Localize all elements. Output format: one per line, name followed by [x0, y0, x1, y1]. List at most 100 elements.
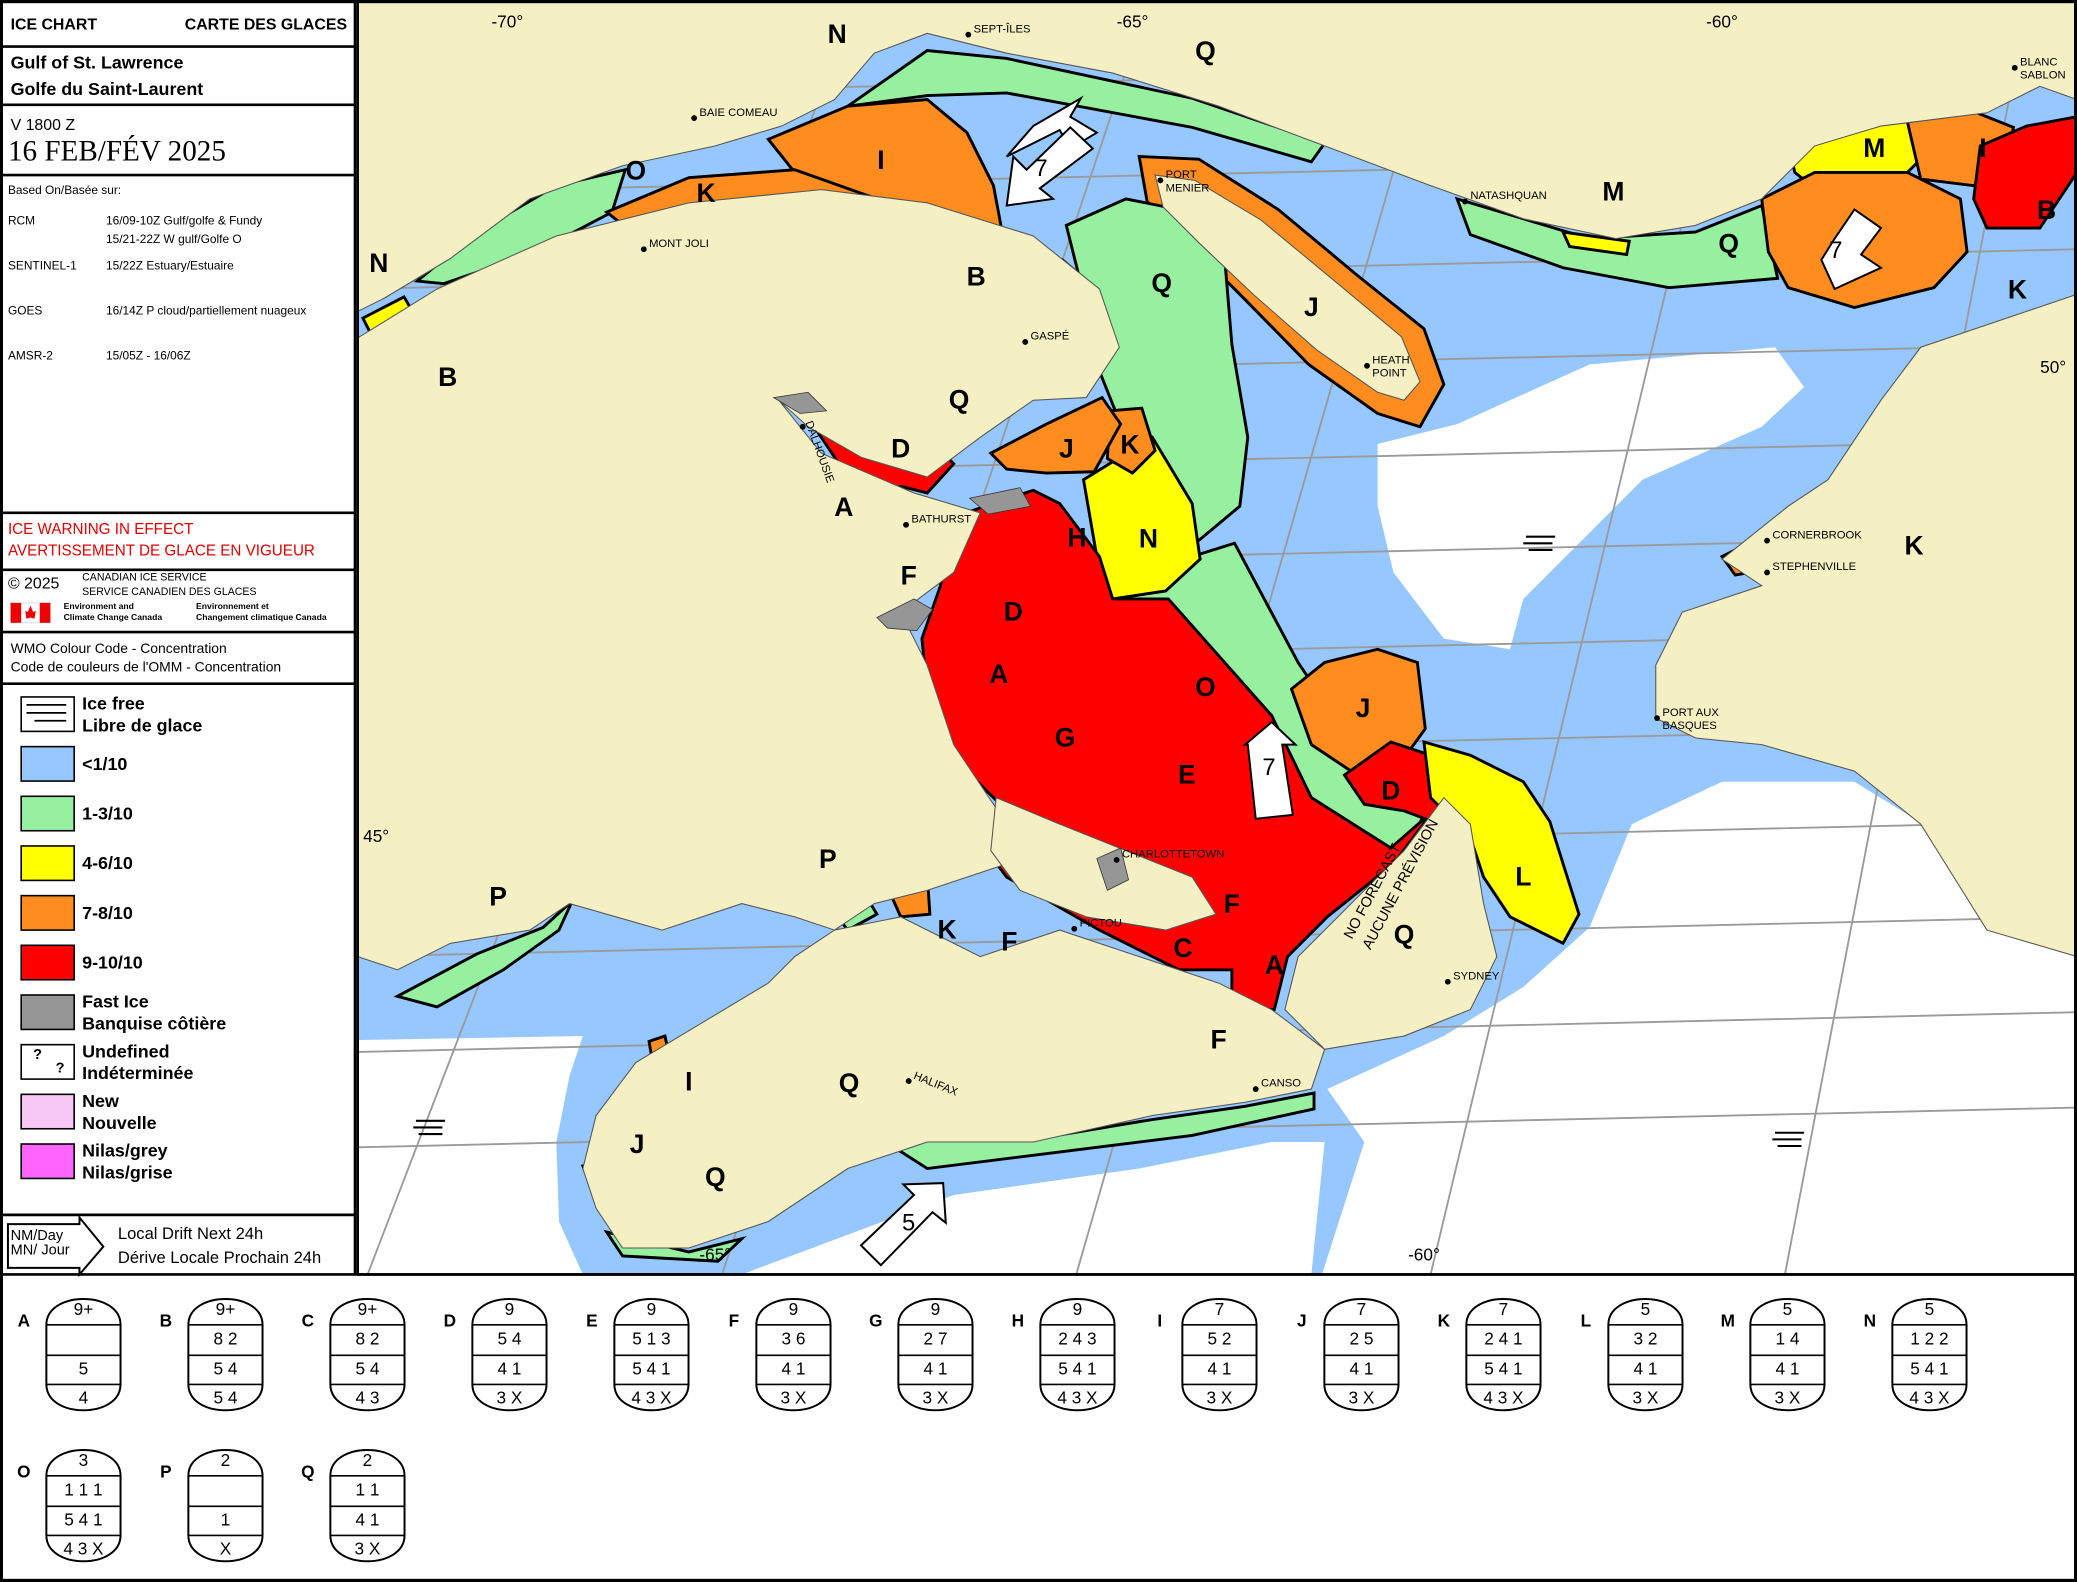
legend-label: Ice free	[82, 694, 145, 714]
place-dot	[640, 246, 647, 253]
egg-id: D	[444, 1311, 456, 1331]
ice-area-label: Q	[705, 1162, 726, 1192]
source-detail: 16/14Z P cloud/partiellement nuageux	[106, 304, 306, 318]
legend-label: Fast Ice	[82, 992, 149, 1012]
header-right: CARTE DES GLACES	[185, 17, 347, 34]
ice-areas	[360, 49, 2077, 1263]
egg-id: J	[1297, 1311, 1307, 1331]
egg-value: 3	[79, 1450, 89, 1470]
legend-label: Nilas/grey	[82, 1141, 168, 1161]
place-dot	[1654, 715, 1661, 722]
drift-legend-arrow	[6, 1214, 105, 1278]
ice-area-label: P	[489, 881, 507, 911]
egg-value: 2 7	[923, 1329, 947, 1349]
ice-area-label: F	[901, 561, 917, 591]
egg-value: 2 5	[1349, 1329, 1373, 1349]
ice-area-label: H	[1067, 522, 1086, 552]
egg-id: B	[160, 1311, 172, 1331]
legend-swatch	[20, 1043, 75, 1080]
panel-dividers	[0, 0, 2077, 1276]
graticule-label: -65°	[699, 1244, 731, 1264]
place-dot	[1113, 856, 1120, 863]
ice-area-label: I	[877, 145, 884, 175]
egg-value: 4 1	[497, 1358, 521, 1378]
egg-value: 5 4 1	[632, 1358, 670, 1378]
place-name: BASQUES	[1662, 720, 1716, 732]
egg-value: 8 2	[213, 1329, 237, 1349]
ice-area-label: A	[834, 492, 853, 522]
egg-value: 3 6	[781, 1329, 805, 1349]
ice-area-label: E	[1178, 759, 1196, 789]
egg-value: 4 1	[1349, 1358, 1373, 1378]
egg-value: 3 X	[923, 1388, 949, 1408]
ice-area-label: L	[1515, 861, 1531, 891]
ice-area-label: M	[1602, 177, 1624, 207]
place-dot	[691, 115, 698, 122]
egg-value: 4 3 X	[1909, 1388, 1950, 1408]
place-name: SABLON	[2020, 70, 2066, 82]
legend-label: Nilas/grise	[82, 1163, 172, 1183]
place-name: PICTOU	[1080, 917, 1122, 929]
ice-area-label: O	[1195, 672, 1216, 702]
egg-value: 7	[1499, 1299, 1509, 1319]
place-name: CANSO	[1261, 1078, 1301, 1090]
department-en: Environment and	[64, 601, 134, 611]
department-fr: Changement climatique Canada	[196, 612, 327, 622]
place-name: PORT AUX	[1662, 707, 1719, 719]
ice-area-label: C	[1173, 933, 1192, 963]
place-name: BLANC	[2020, 56, 2058, 68]
ice-area-label: J	[1059, 434, 1074, 464]
place-dot	[905, 1078, 912, 1085]
egg-value: 5 4	[213, 1358, 237, 1378]
legend-label: 4-6/10	[82, 853, 133, 873]
valid-time: V 1800 Z	[11, 117, 76, 134]
egg-value: 4 1	[355, 1509, 379, 1529]
ice-area-label: Q	[1394, 920, 1415, 950]
egg-value: 9	[505, 1299, 515, 1319]
egg-value: 4 1	[1207, 1358, 1231, 1378]
place-name: SYDNEY	[1453, 970, 1500, 982]
legend-swatch	[20, 745, 75, 782]
egg-value: X	[220, 1539, 232, 1559]
ice-area-label: K	[938, 914, 957, 944]
place-name: STEPHENVILLE	[1772, 561, 1856, 573]
egg-value: 5	[79, 1358, 89, 1378]
egg-id: O	[17, 1462, 30, 1482]
egg-id: A	[18, 1311, 30, 1331]
egg-id: G	[869, 1311, 882, 1331]
ice-warning: AVERTISSEMENT DE GLACE EN VIGUEUR	[8, 542, 315, 559]
ice-area-label: Q	[1151, 268, 1172, 298]
ice-area-label: K	[2008, 275, 2027, 305]
egg-value: 5	[1783, 1299, 1793, 1319]
legend-label: <1/10	[82, 754, 127, 774]
ice-area-label: A	[1265, 950, 1284, 980]
egg-value: 3 X	[355, 1539, 381, 1559]
drift-speed: 7	[1262, 754, 1275, 781]
ice-warning: ICE WARNING IN EFFECT	[8, 521, 193, 538]
ice-area-label: N	[369, 248, 388, 278]
egg-value: 5 4 1	[1058, 1358, 1096, 1378]
egg-value: 3 2	[1633, 1329, 1657, 1349]
place-name: POINT	[1372, 368, 1407, 380]
legend-swatch	[20, 894, 75, 931]
egg-id: N	[1864, 1311, 1876, 1331]
map: -70° -65° -60° 50° 45° -65° -60° SEPT-ÎLES BAIE …	[357, 0, 2077, 1275]
drift-speed: 7	[1035, 155, 1048, 182]
place-dot	[1764, 537, 1770, 544]
legend-label: Undefined	[82, 1041, 169, 1061]
place-dot	[1764, 569, 1770, 576]
ice-area-label: F	[1211, 1024, 1227, 1054]
ice-area-label: G	[1055, 722, 1076, 752]
egg-value: 3 X	[1207, 1388, 1233, 1408]
ice-area-label: O	[626, 155, 647, 185]
legend-label: Indéterminée	[82, 1063, 193, 1083]
legend-label: New	[82, 1091, 119, 1111]
egg-value: 5	[1925, 1299, 1935, 1319]
egg-id: P	[160, 1462, 171, 1482]
egg-value: 4 1	[1775, 1358, 1799, 1378]
source-name: AMSR-2	[8, 349, 53, 363]
egg-value: 3 X	[781, 1388, 807, 1408]
egg-value: 2	[221, 1450, 231, 1470]
